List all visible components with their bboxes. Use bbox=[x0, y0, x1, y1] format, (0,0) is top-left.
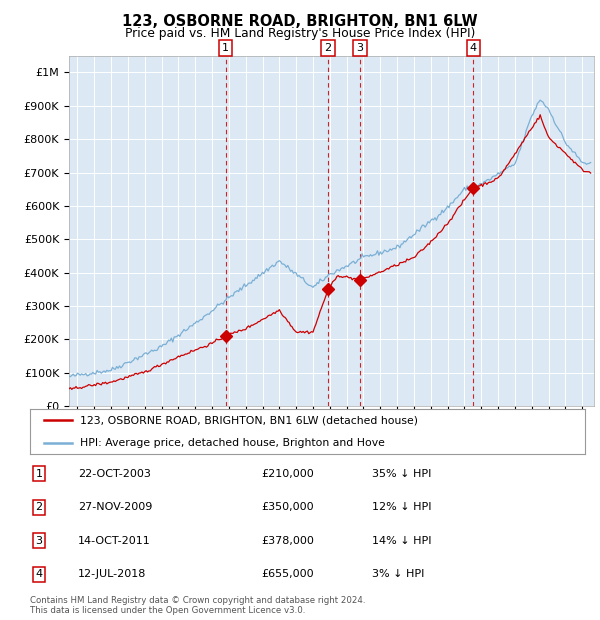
Text: 14-OCT-2011: 14-OCT-2011 bbox=[78, 536, 151, 546]
Text: 14% ↓ HPI: 14% ↓ HPI bbox=[372, 536, 431, 546]
Text: £210,000: £210,000 bbox=[261, 469, 314, 479]
Text: Contains HM Land Registry data © Crown copyright and database right 2024.
This d: Contains HM Land Registry data © Crown c… bbox=[30, 596, 365, 615]
Text: 27-NOV-2009: 27-NOV-2009 bbox=[78, 502, 152, 512]
Text: 2: 2 bbox=[35, 502, 43, 512]
Text: 3: 3 bbox=[35, 536, 43, 546]
Text: 1: 1 bbox=[222, 43, 229, 53]
Text: 3: 3 bbox=[356, 43, 364, 53]
Text: 4: 4 bbox=[35, 569, 43, 579]
Text: Price paid vs. HM Land Registry's House Price Index (HPI): Price paid vs. HM Land Registry's House … bbox=[125, 27, 475, 40]
Text: 22-OCT-2003: 22-OCT-2003 bbox=[78, 469, 151, 479]
Text: 4: 4 bbox=[470, 43, 477, 53]
Text: 123, OSBORNE ROAD, BRIGHTON, BN1 6LW (detached house): 123, OSBORNE ROAD, BRIGHTON, BN1 6LW (de… bbox=[80, 415, 418, 425]
Text: 12-JUL-2018: 12-JUL-2018 bbox=[78, 569, 146, 579]
Text: £378,000: £378,000 bbox=[261, 536, 314, 546]
Text: £350,000: £350,000 bbox=[261, 502, 314, 512]
Text: 12% ↓ HPI: 12% ↓ HPI bbox=[372, 502, 431, 512]
Text: 2: 2 bbox=[325, 43, 332, 53]
Text: 3% ↓ HPI: 3% ↓ HPI bbox=[372, 569, 424, 579]
Text: 123, OSBORNE ROAD, BRIGHTON, BN1 6LW: 123, OSBORNE ROAD, BRIGHTON, BN1 6LW bbox=[122, 14, 478, 29]
Text: £655,000: £655,000 bbox=[261, 569, 314, 579]
Text: HPI: Average price, detached house, Brighton and Hove: HPI: Average price, detached house, Brig… bbox=[80, 438, 385, 448]
Text: 35% ↓ HPI: 35% ↓ HPI bbox=[372, 469, 431, 479]
Text: 1: 1 bbox=[35, 469, 43, 479]
